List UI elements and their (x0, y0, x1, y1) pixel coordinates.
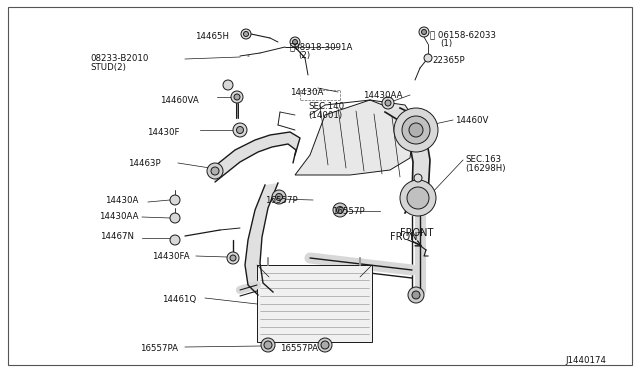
Circle shape (385, 100, 391, 106)
Text: 14460VA: 14460VA (160, 96, 199, 105)
Circle shape (223, 80, 233, 90)
Text: FRONT: FRONT (390, 232, 424, 242)
Text: J1440174: J1440174 (565, 356, 606, 365)
Text: STUD(2): STUD(2) (90, 63, 126, 72)
Circle shape (400, 180, 436, 216)
Circle shape (170, 213, 180, 223)
Circle shape (409, 123, 423, 137)
Circle shape (227, 252, 239, 264)
Circle shape (424, 54, 432, 62)
Circle shape (170, 195, 180, 205)
Circle shape (275, 193, 282, 201)
Circle shape (292, 39, 298, 45)
Text: 14461Q: 14461Q (162, 295, 196, 304)
Text: (2): (2) (298, 51, 310, 60)
Circle shape (422, 29, 426, 35)
Circle shape (170, 235, 180, 245)
Text: (14001): (14001) (308, 111, 342, 120)
Text: FRONT: FRONT (400, 228, 433, 238)
Text: (16298H): (16298H) (465, 164, 506, 173)
Text: ⓝ08918-3091A: ⓝ08918-3091A (290, 42, 353, 51)
Circle shape (272, 190, 286, 204)
Text: 14460V: 14460V (455, 116, 488, 125)
Text: SEC.163: SEC.163 (465, 155, 501, 164)
Text: 14465H: 14465H (195, 32, 229, 41)
Circle shape (264, 341, 272, 349)
Circle shape (211, 167, 219, 175)
Text: 14430AA: 14430AA (99, 212, 138, 221)
Text: 16557P: 16557P (332, 207, 365, 216)
Text: Ⓑ 06158-62033: Ⓑ 06158-62033 (430, 30, 496, 39)
Circle shape (414, 174, 422, 182)
Text: (1): (1) (440, 39, 452, 48)
Text: 14463P: 14463P (128, 159, 161, 168)
Circle shape (234, 94, 240, 100)
Circle shape (337, 206, 344, 214)
Text: 14430A: 14430A (290, 88, 323, 97)
Text: 14430AA: 14430AA (363, 91, 403, 100)
Text: 14430FA: 14430FA (152, 252, 189, 261)
Polygon shape (210, 132, 300, 182)
Text: 22365P: 22365P (432, 56, 465, 65)
Text: 16557PA: 16557PA (280, 344, 318, 353)
Polygon shape (385, 108, 430, 215)
Polygon shape (295, 100, 415, 175)
Circle shape (243, 32, 248, 36)
Circle shape (230, 255, 236, 261)
Circle shape (261, 338, 275, 352)
Circle shape (207, 163, 223, 179)
Circle shape (233, 123, 247, 137)
Text: 16557P: 16557P (265, 196, 298, 205)
Circle shape (382, 97, 394, 109)
Circle shape (318, 338, 332, 352)
Circle shape (290, 37, 300, 47)
Polygon shape (245, 183, 278, 295)
Text: 14430F: 14430F (147, 128, 179, 137)
Circle shape (237, 126, 243, 134)
Text: 14467N: 14467N (100, 232, 134, 241)
Circle shape (412, 291, 420, 299)
Circle shape (407, 187, 429, 209)
Circle shape (241, 29, 251, 39)
Circle shape (402, 116, 430, 144)
Polygon shape (257, 265, 372, 342)
Text: 16557PA: 16557PA (140, 344, 178, 353)
Text: SEC.140: SEC.140 (308, 102, 344, 111)
Circle shape (394, 108, 438, 152)
Circle shape (231, 91, 243, 103)
Circle shape (419, 27, 429, 37)
Text: 08233-B2010: 08233-B2010 (90, 54, 148, 63)
Circle shape (333, 203, 347, 217)
Circle shape (408, 287, 424, 303)
Text: 14430A: 14430A (105, 196, 138, 205)
Circle shape (321, 341, 329, 349)
